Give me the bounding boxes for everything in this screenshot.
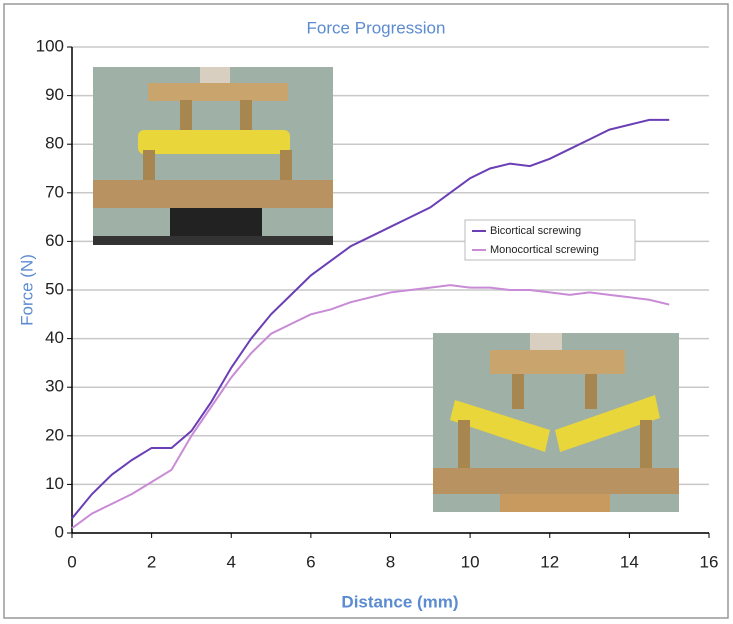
x-tick-label: 0 [67, 552, 76, 571]
legend-label: Monocortical screwing [490, 244, 599, 256]
photo-intact [93, 67, 333, 245]
y-tick-label: 100 [36, 36, 64, 55]
x-tick-label: 4 [227, 552, 236, 571]
y-tick-label: 50 [45, 279, 64, 298]
y-tick-label: 30 [45, 377, 64, 396]
x-tick-label: 16 [700, 552, 719, 571]
legend-label: Bicortical screwing [490, 225, 581, 237]
chart: Force Progression Distance (mm) Force (N… [0, 0, 733, 624]
chart-title: Force Progression [307, 18, 446, 37]
x-tick-label: 14 [620, 552, 639, 571]
x-tick-label: 10 [461, 552, 480, 571]
y-tick-label: 60 [45, 231, 64, 250]
x-tick-label: 12 [540, 552, 559, 571]
x-tick-label: 2 [147, 552, 156, 571]
y-tick-label: 0 [55, 522, 64, 541]
y-tick-label: 90 [45, 85, 64, 104]
y-tick-label: 70 [45, 182, 64, 201]
y-tick-label: 80 [45, 134, 64, 153]
y-tick-label: 40 [45, 328, 64, 347]
x-axis-label: Distance (mm) [341, 592, 458, 611]
x-tick-label: 8 [386, 552, 395, 571]
page: {"chart_data": {"type": "line", "title":… [0, 0, 733, 624]
y-tick-label: 10 [45, 474, 64, 493]
y-axis-label: Force (N) [17, 254, 36, 326]
photo-bent [433, 333, 679, 512]
x-tick-label: 6 [306, 552, 315, 571]
y-tick-label: 20 [45, 425, 64, 444]
